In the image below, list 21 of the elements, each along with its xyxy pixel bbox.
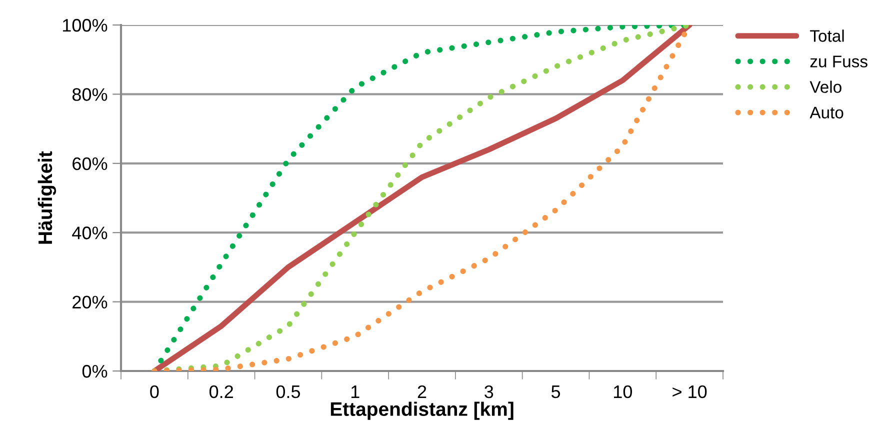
x-tick-label: 5: [551, 386, 560, 398]
y-tick-label: 100%: [63, 18, 108, 32]
x-tick-label: 1: [351, 386, 360, 398]
legend-label: zu Fuss: [810, 56, 868, 68]
x-axis-title: Ettapendistanz [km]: [330, 402, 514, 420]
legend-label: Auto: [810, 106, 844, 118]
x-tick-label: 0.2: [209, 385, 233, 398]
x-tick-label: 0.5: [276, 385, 300, 398]
x-tick-label: 10: [614, 385, 632, 398]
x-tick-label: 0: [150, 385, 159, 398]
y-tick-label: 0%: [82, 364, 108, 378]
legend-label: Velo: [810, 80, 842, 93]
x-tick-label: 2: [418, 385, 426, 398]
x-tick-label: 3: [484, 385, 494, 398]
y-tick-label: 40%: [72, 226, 108, 240]
y-tick-label: 80%: [72, 88, 108, 101]
y-tick-label: 60%: [72, 157, 108, 170]
y-tick-label: 20%: [72, 296, 108, 309]
legend-label: Total: [810, 30, 844, 42]
y-axis-title: Häufigkeit: [38, 151, 56, 244]
x-tick-label: > 10: [672, 385, 707, 398]
